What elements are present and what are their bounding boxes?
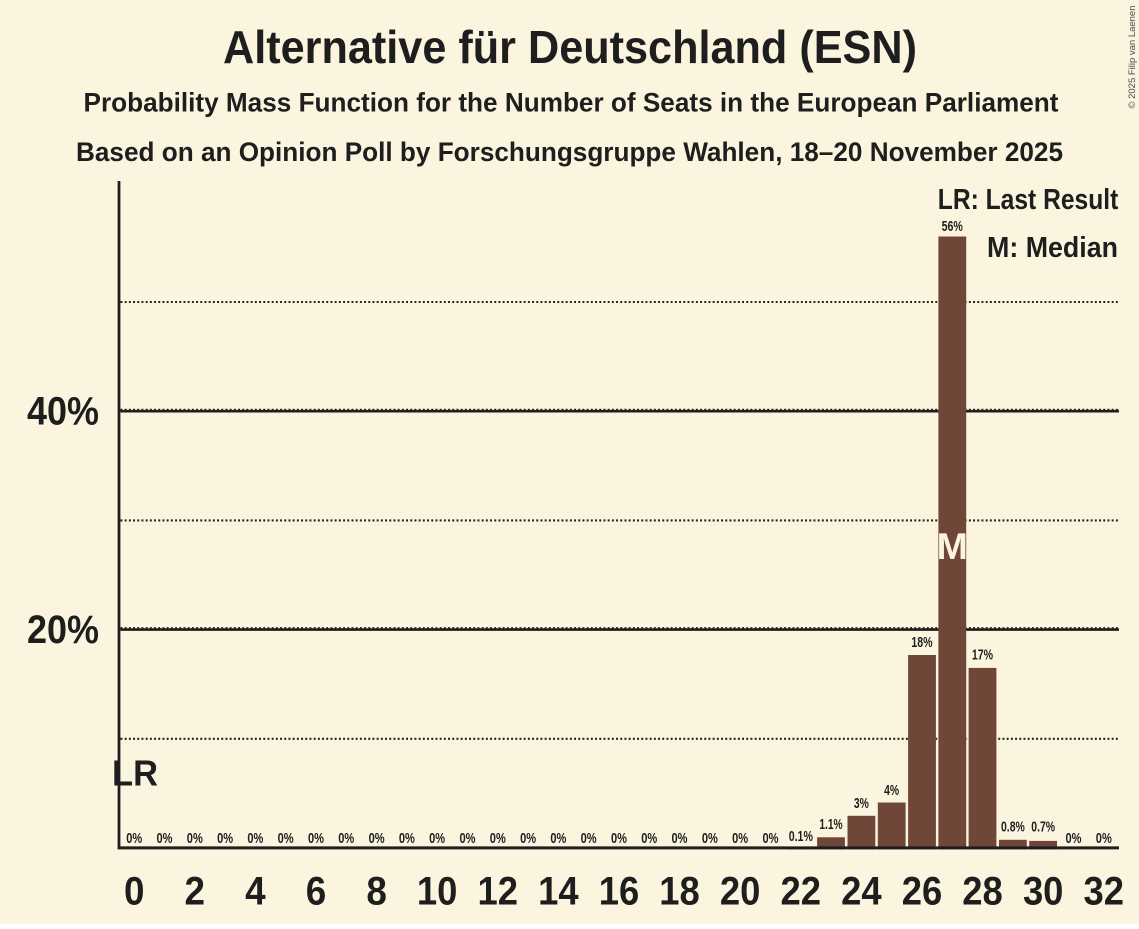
svg-text:0%: 0%	[490, 831, 506, 847]
svg-text:40%: 40%	[27, 390, 99, 434]
svg-text:0%: 0%	[308, 831, 324, 847]
svg-text:0%: 0%	[1066, 831, 1082, 847]
svg-text:0%: 0%	[520, 831, 536, 847]
svg-text:18: 18	[659, 870, 700, 914]
svg-text:1.1%: 1.1%	[819, 817, 842, 833]
svg-text:10: 10	[417, 870, 458, 914]
svg-text:12: 12	[478, 870, 519, 914]
svg-text:0%: 0%	[187, 831, 203, 847]
svg-text:0%: 0%	[550, 831, 566, 847]
svg-text:M: Median: M: Median	[987, 232, 1118, 264]
svg-text:14: 14	[538, 870, 579, 914]
svg-text:3%: 3%	[854, 796, 869, 812]
svg-text:4%: 4%	[884, 783, 899, 799]
svg-text:0%: 0%	[338, 831, 354, 847]
svg-text:0%: 0%	[641, 831, 657, 847]
svg-text:0%: 0%	[702, 831, 718, 847]
svg-text:18%: 18%	[911, 635, 932, 651]
svg-text:6: 6	[306, 870, 327, 914]
svg-text:0%: 0%	[369, 831, 385, 847]
svg-text:30: 30	[1023, 870, 1064, 914]
svg-text:© 2025 Filip van Laenen: © 2025 Filip van Laenen	[1127, 6, 1138, 109]
svg-text:0%: 0%	[278, 831, 294, 847]
svg-text:4: 4	[245, 870, 266, 914]
svg-text:0%: 0%	[460, 831, 476, 847]
svg-text:32: 32	[1084, 870, 1125, 914]
svg-text:Based on an Opinion Poll by Fo: Based on an Opinion Poll by Forschungsgr…	[76, 137, 1063, 167]
svg-text:0.1%: 0.1%	[789, 829, 813, 845]
svg-text:20: 20	[720, 870, 761, 914]
svg-text:LR: Last Result: LR: Last Result	[938, 184, 1119, 216]
svg-text:0%: 0%	[399, 831, 415, 847]
svg-text:Probability Mass Function for: Probability Mass Function for the Number…	[84, 88, 1059, 118]
svg-text:56%: 56%	[942, 219, 963, 235]
svg-text:17%: 17%	[972, 647, 993, 663]
svg-text:0%: 0%	[732, 831, 748, 847]
svg-text:2: 2	[185, 870, 206, 914]
svg-text:0%: 0%	[429, 831, 445, 847]
svg-text:0%: 0%	[581, 831, 597, 847]
svg-text:0%: 0%	[1096, 831, 1112, 847]
svg-text:0%: 0%	[611, 831, 627, 847]
svg-text:0: 0	[124, 870, 145, 914]
svg-text:20%: 20%	[27, 608, 99, 652]
svg-text:M: M	[937, 525, 968, 567]
svg-text:26: 26	[902, 870, 943, 914]
svg-text:0%: 0%	[126, 831, 142, 847]
svg-text:24: 24	[841, 870, 882, 914]
svg-text:28: 28	[962, 870, 1003, 914]
svg-text:LR: LR	[112, 752, 158, 793]
svg-text:16: 16	[599, 870, 640, 914]
svg-text:0%: 0%	[157, 831, 173, 847]
svg-text:8: 8	[366, 870, 387, 914]
svg-text:0%: 0%	[672, 831, 688, 847]
svg-text:0%: 0%	[763, 831, 779, 847]
svg-text:0.7%: 0.7%	[1031, 820, 1055, 836]
svg-text:0%: 0%	[217, 831, 233, 847]
svg-text:22: 22	[781, 870, 822, 914]
svg-text:0.8%: 0.8%	[1001, 820, 1025, 836]
svg-text:0%: 0%	[247, 831, 263, 847]
svg-text:Alternative für Deutschland (E: Alternative für Deutschland (ESN)	[223, 21, 917, 73]
